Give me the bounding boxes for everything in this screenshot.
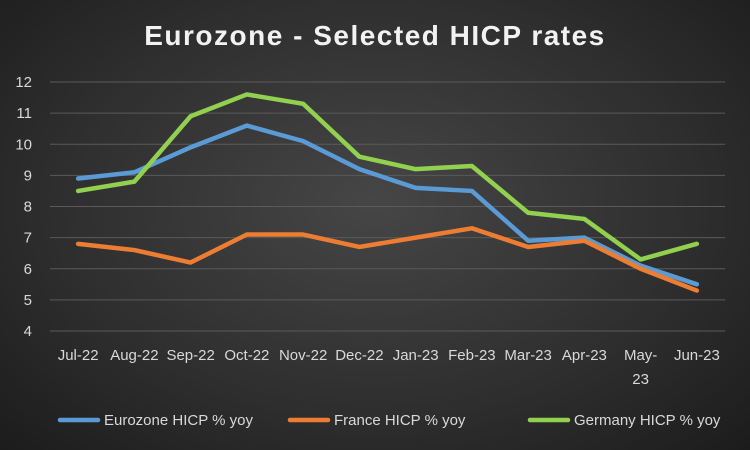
y-tick-label: 6 (24, 261, 32, 278)
y-tick-label: 10 (15, 136, 32, 153)
series-line-2 (75, 92, 700, 262)
x-tick-label: Jun-23 (674, 347, 720, 364)
x-tick-label: Jul-22 (58, 347, 99, 364)
legend-label: Germany HICP % yoy (574, 412, 721, 429)
x-tick-label: Sep-22 (166, 347, 214, 364)
x-tick-label: May- (624, 347, 657, 364)
series-line-0 (75, 123, 700, 287)
legend-label: Eurozone HICP % yoy (104, 412, 253, 429)
x-tick-label: Apr-23 (562, 347, 607, 364)
y-tick-label: 8 (24, 199, 32, 216)
y-tick-label: 12 (15, 74, 32, 91)
x-tick-label: Feb-23 (448, 347, 496, 364)
legend-label: France HICP % yoy (334, 412, 466, 429)
y-tick-label: 4 (24, 323, 32, 340)
x-tick-label: Mar-23 (504, 347, 552, 364)
y-tick-label: 7 (24, 230, 32, 247)
x-tick-label: Dec-22 (335, 347, 383, 364)
x-tick-label: Oct-22 (224, 347, 269, 364)
y-tick-label: 11 (16, 105, 32, 122)
x-tick-label: Nov-22 (279, 347, 327, 364)
series-line-1 (75, 226, 700, 293)
y-tick-label: 9 (24, 167, 32, 184)
chart-title: Eurozone - Selected HICP rates (144, 20, 606, 51)
x-tick-label: Aug-22 (110, 347, 158, 364)
x-tick-label-cont: 23 (632, 371, 649, 388)
y-tick-label: 5 (24, 292, 32, 309)
x-tick-label: Jan-23 (393, 347, 439, 364)
